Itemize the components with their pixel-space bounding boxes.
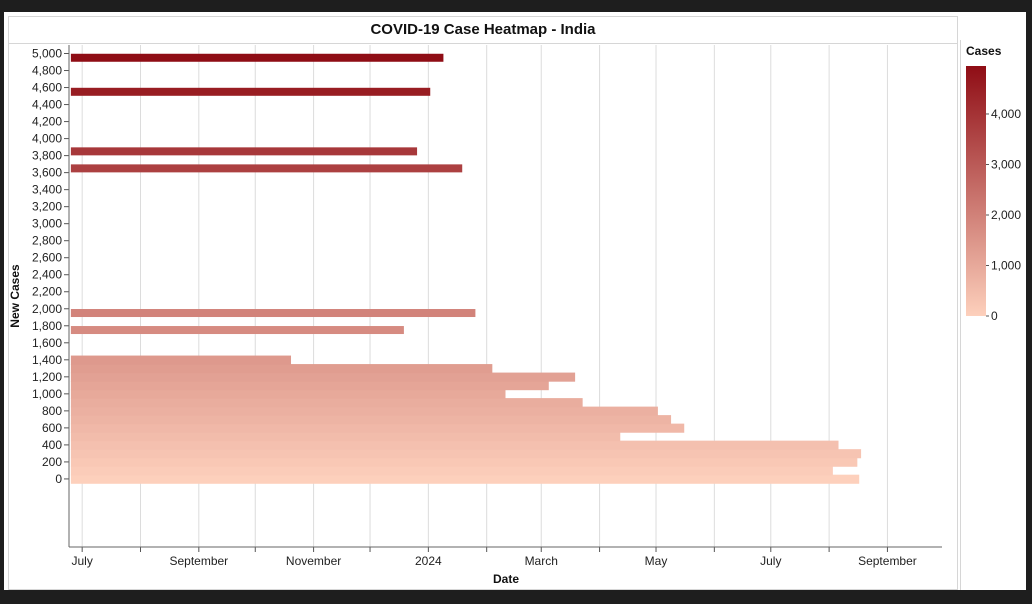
- heatmap-bar: [70, 53, 444, 62]
- heatmap-bar: [70, 406, 658, 416]
- y-tick-label: 4,600: [32, 81, 62, 95]
- heatmap-bar: [70, 398, 583, 408]
- legend-tick-label: 0: [991, 309, 998, 323]
- y-tick-label: 2,600: [32, 251, 62, 265]
- x-tick-label: September: [858, 554, 917, 568]
- color-legend: 4,000 3,000 2,000 1,000 0: [966, 66, 1021, 323]
- legend-title: Cases: [966, 44, 1002, 58]
- legend-tick-label: 4,000: [991, 107, 1021, 121]
- x-tick-label: November: [286, 554, 341, 568]
- y-tick-label: 2,000: [32, 302, 62, 316]
- heatmap-chart: July September November 2024 March May July Sep…: [8, 44, 1021, 586]
- heatmap-bar: [70, 449, 862, 459]
- y-tick-label: 3,600: [32, 166, 62, 180]
- y-tick-label: 1,200: [32, 370, 62, 384]
- y-tick-label: 2,200: [32, 285, 62, 299]
- x-axis-title: Date: [493, 572, 519, 586]
- heatmap-bar: [70, 440, 839, 450]
- heatmap-bar: [70, 432, 621, 442]
- heatmap-bar: [70, 326, 404, 335]
- heatmap-bar: [70, 474, 860, 484]
- x-tick-label: 2024: [415, 554, 442, 568]
- y-tick-label: 3,000: [32, 217, 62, 231]
- y-tick-label: 400: [42, 438, 62, 452]
- heatmap-bar: [70, 466, 833, 476]
- y-tick-label: 600: [42, 421, 62, 435]
- legend-tick-label: 2,000: [991, 208, 1021, 222]
- chart-panel: [8, 16, 958, 590]
- legend-tick-label: 3,000: [991, 157, 1021, 171]
- heatmap-bars: [70, 53, 862, 484]
- y-tick-label: 0: [55, 472, 62, 486]
- heatmap-bar: [70, 389, 506, 399]
- y-tick-label: 200: [42, 455, 62, 469]
- chart-frame: COVID-19 Case Heatmap - India July Septem…: [4, 12, 1026, 590]
- y-tick-label: 5,000: [32, 47, 62, 61]
- y-tick-label: 1,400: [32, 353, 62, 367]
- y-tick-label: 1,000: [32, 387, 62, 401]
- axes: July September November 2024 March May July Sep…: [32, 45, 942, 568]
- heatmap-bar: [70, 364, 493, 374]
- x-tick-label: July: [71, 554, 92, 568]
- y-tick-label: 800: [42, 404, 62, 418]
- heatmap-bar: [70, 309, 476, 318]
- heatmap-bar: [70, 147, 418, 156]
- y-tick-label: 1,800: [32, 319, 62, 333]
- y-tick-label: 2,400: [32, 268, 62, 282]
- heatmap-bar: [70, 164, 463, 173]
- y-tick-label: 4,400: [32, 98, 62, 112]
- y-tick-label: 3,800: [32, 149, 62, 163]
- y-tick-label: 4,200: [32, 115, 62, 129]
- x-tick-label: May: [645, 554, 668, 568]
- heatmap-bar: [70, 415, 672, 425]
- y-tick-label: 2,800: [32, 234, 62, 248]
- y-tick-label: 3,200: [32, 200, 62, 214]
- heatmap-bar: [70, 372, 576, 382]
- y-tick-label: 4,000: [32, 132, 62, 146]
- y-tick-label: 1,600: [32, 336, 62, 350]
- heatmap-bar: [70, 457, 858, 467]
- heatmap-bar: [70, 87, 431, 96]
- x-tick-label: March: [525, 554, 558, 568]
- heatmap-bar: [70, 355, 292, 365]
- x-tick-label: September: [169, 554, 228, 568]
- heatmap-bar: [70, 423, 685, 433]
- chart-title: COVID-19 Case Heatmap - India: [8, 16, 958, 44]
- y-tick-label: 3,400: [32, 183, 62, 197]
- legend-color-ramp: [966, 66, 986, 316]
- y-tick-label: 4,800: [32, 64, 62, 78]
- legend-tick-label: 1,000: [991, 258, 1021, 272]
- y-axis-title: New Cases: [8, 264, 22, 328]
- heatmap-bar: [70, 381, 549, 391]
- legend-panel: [960, 40, 1022, 590]
- x-tick-label: July: [760, 554, 781, 568]
